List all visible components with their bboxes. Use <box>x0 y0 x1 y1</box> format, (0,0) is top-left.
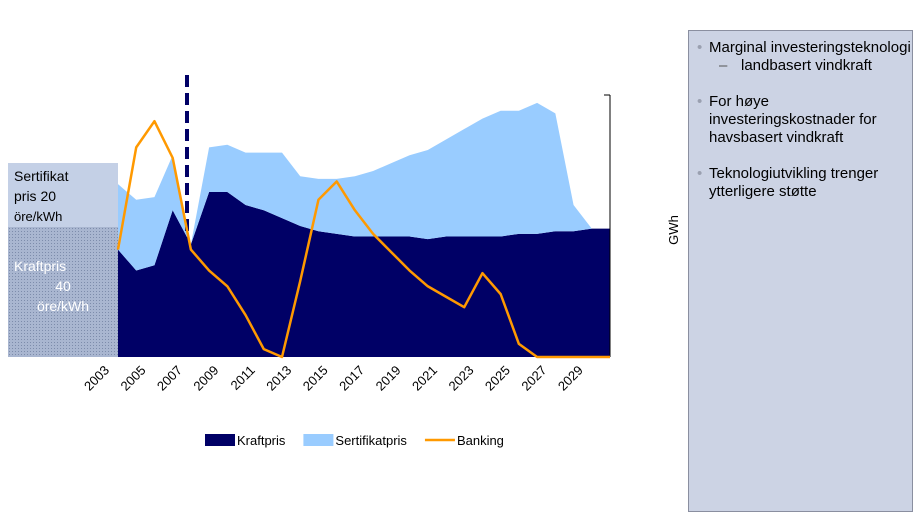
x-tick-label: 2011 <box>228 363 258 393</box>
bullet: Marginal investeringsteknologilandbasert… <box>697 39 912 75</box>
sub-bullet: landbasert vindkraft <box>719 57 912 75</box>
x-tick-label: 2015 <box>300 363 331 394</box>
area <box>118 102 610 271</box>
x-tick-label: 2029 <box>555 363 586 394</box>
x-tick-label: 2005 <box>118 363 149 394</box>
x-tick-label: 2017 <box>336 363 367 394</box>
x-tick-label: 2003 <box>81 363 112 394</box>
bullet: Teknologiutvikling trenger ytterligere s… <box>697 165 912 201</box>
legend-label: Sertifikatpris <box>335 433 407 448</box>
legend-swatch <box>205 434 235 446</box>
annotation: Sertifikat <box>14 168 69 184</box>
plot-area <box>118 102 610 357</box>
annotation-box <box>8 227 118 357</box>
annotation: 40 <box>55 278 71 294</box>
x-tick-label: 2027 <box>518 363 549 394</box>
annotation-box <box>8 163 118 227</box>
y-axis-label: GWh <box>666 215 680 245</box>
legend-label: Kraftpris <box>237 433 286 448</box>
bullet-text: Teknologiutvikling trenger ytterligere s… <box>709 165 879 200</box>
x-tick-label: 2007 <box>154 363 185 394</box>
x-tick-label: 2019 <box>373 363 404 394</box>
line <box>116 119 610 359</box>
x-tick-label: 2009 <box>190 363 221 394</box>
legend-label: Banking <box>457 433 504 448</box>
bullet-text: Marginal investeringsteknologi <box>709 39 911 56</box>
x-tick-label: 2023 <box>446 363 477 394</box>
x-tick-label: 2021 <box>409 363 440 394</box>
text-panel: Marginal investeringsteknologilandbasert… <box>688 30 913 512</box>
area <box>118 191 610 357</box>
bullet-text: For høye investeringskostnader for havsb… <box>709 93 877 146</box>
x-tick-label: 2013 <box>263 363 294 394</box>
annotation: Kraftpris <box>14 258 66 274</box>
bullet: For høye investeringskostnader for havsb… <box>697 93 912 147</box>
annotation: öre/kWh <box>14 209 62 224</box>
x-tick-label: 2025 <box>482 363 513 394</box>
annotation: pris 20 <box>14 188 56 204</box>
annotation: öre/kWh <box>37 298 89 314</box>
legend-swatch <box>303 434 334 446</box>
chart: GWh 2003 2005 2007 2009 2011 2013 2015 2017 2019… <box>8 75 680 448</box>
